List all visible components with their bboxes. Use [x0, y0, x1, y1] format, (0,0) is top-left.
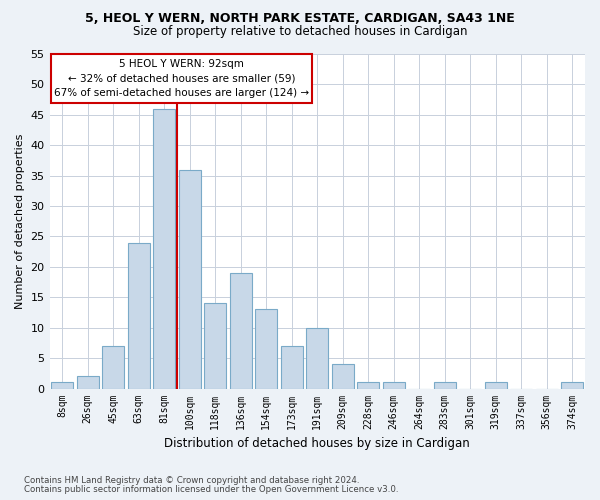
Text: 5, HEOL Y WERN, NORTH PARK ESTATE, CARDIGAN, SA43 1NE: 5, HEOL Y WERN, NORTH PARK ESTATE, CARDI…	[85, 12, 515, 26]
Bar	[562, 382, 583, 388]
Bar	[205, 304, 226, 388]
Y-axis label: Number of detached properties: Number of detached properties	[15, 134, 25, 309]
Bar	[103, 346, 124, 389]
Bar	[128, 242, 149, 388]
Bar	[332, 364, 353, 388]
Bar	[230, 273, 251, 388]
Bar	[179, 170, 200, 388]
Bar	[281, 346, 302, 389]
Bar	[383, 382, 404, 388]
Bar	[485, 382, 506, 388]
X-axis label: Distribution of detached houses by size in Cardigan: Distribution of detached houses by size …	[164, 437, 470, 450]
Text: Contains public sector information licensed under the Open Government Licence v3: Contains public sector information licen…	[24, 485, 398, 494]
Text: Contains HM Land Registry data © Crown copyright and database right 2024.: Contains HM Land Registry data © Crown c…	[24, 476, 359, 485]
Text: 5 HEOL Y WERN: 92sqm
← 32% of detached houses are smaller (59)
67% of semi-detac: 5 HEOL Y WERN: 92sqm ← 32% of detached h…	[54, 58, 309, 98]
Bar	[256, 310, 277, 388]
Polygon shape	[51, 54, 312, 102]
Bar	[154, 108, 175, 388]
Bar	[307, 328, 328, 388]
Text: Size of property relative to detached houses in Cardigan: Size of property relative to detached ho…	[133, 25, 467, 38]
Bar	[434, 382, 455, 388]
Bar	[77, 376, 98, 388]
Bar	[52, 382, 73, 388]
Bar	[358, 382, 379, 388]
